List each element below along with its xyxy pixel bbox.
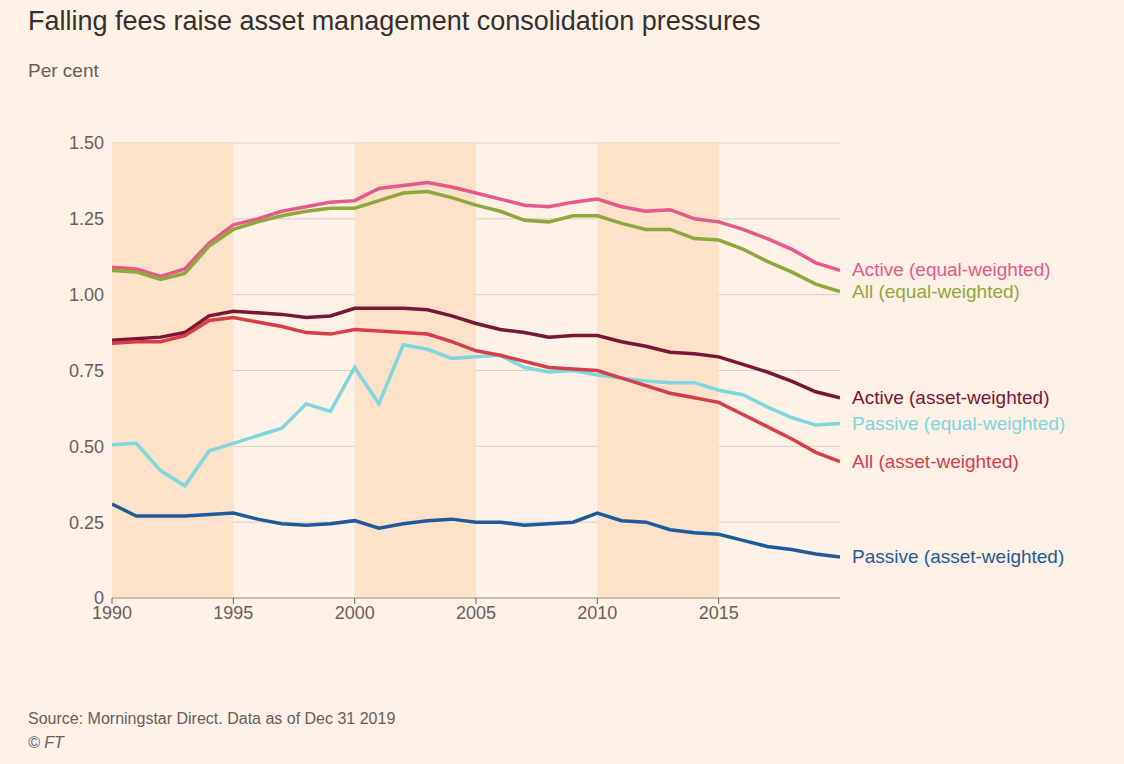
svg-text:All (equal-weighted): All (equal-weighted)	[852, 281, 1020, 302]
html-text:Source: Morningstar Direct. Da: Source: Morningstar Direct. Data as of D…	[28, 710, 396, 727]
svg-text:2015: 2015	[699, 603, 739, 623]
svg-text:Active (asset-weighted): Active (asset-weighted)	[852, 387, 1049, 408]
html-text:Per cent: Per cent	[28, 60, 99, 81]
svg-text:1990: 1990	[92, 602, 132, 623]
svg-text:Active (equal-weighted): Active (equal-weighted)	[852, 259, 1051, 280]
svg-text:0.75: 0.75	[69, 361, 104, 381]
svg-text:Passive (equal-weighted): Passive (equal-weighted)	[852, 413, 1065, 434]
svg-text:1995: 1995	[213, 603, 253, 623]
svg-text:0.25: 0.25	[69, 513, 104, 533]
svg-text:0.50: 0.50	[69, 437, 104, 457]
svg-text:1.50: 1.50	[69, 133, 104, 153]
svg-text:Passive (asset-weighted): Passive (asset-weighted)	[852, 546, 1064, 567]
svg-text:2000: 2000	[335, 603, 375, 623]
svg-text:1.00: 1.00	[69, 285, 104, 305]
svg-text:1.25: 1.25	[69, 209, 104, 229]
svg-text:2005: 2005	[456, 603, 496, 623]
svg-text:All (asset-weighted): All (asset-weighted)	[852, 451, 1019, 472]
html-text:Falling fees raise asset manag: Falling fees raise asset management cons…	[28, 6, 761, 36]
svg-text:0: 0	[94, 588, 104, 608]
html-text:© FT: © FT	[28, 734, 64, 751]
svg-text:2010: 2010	[577, 603, 617, 623]
